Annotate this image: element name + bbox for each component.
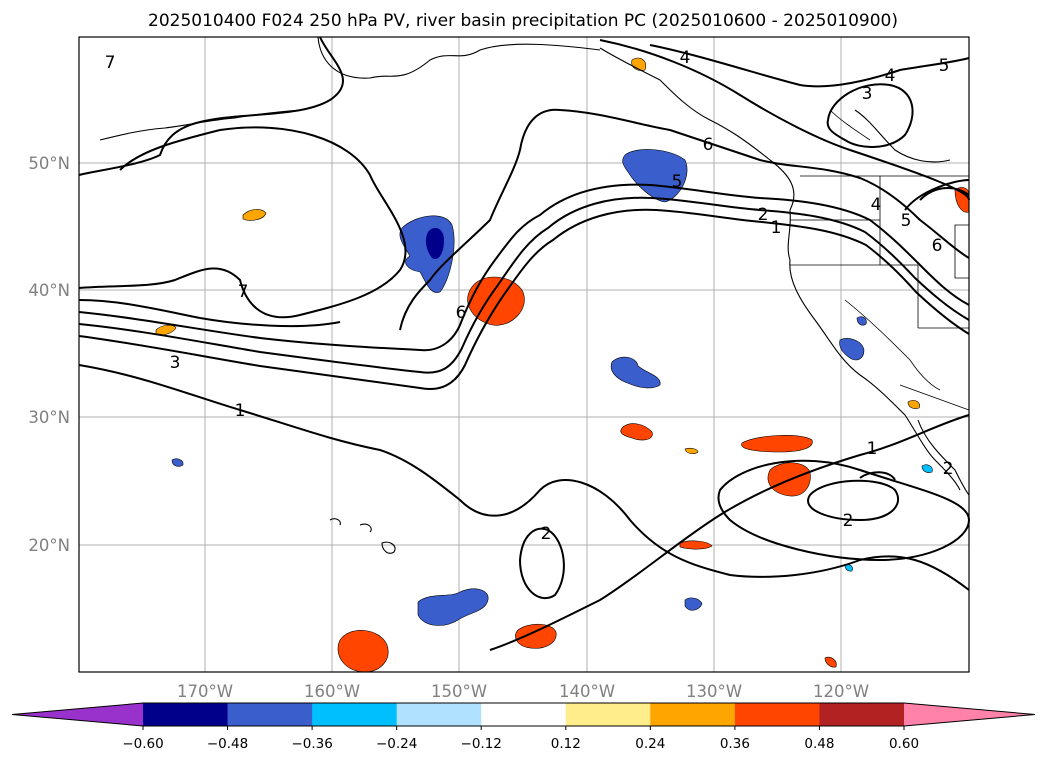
lon-label: 160°W [304,682,360,701]
colorbar-segment [312,703,398,726]
precipitation-pc-shading [155,57,970,673]
contour-label: 2 [758,205,769,225]
precip-positive-blob [337,630,389,673]
contour-labels: 7 4 4 5 3 6 5 2 1 4 5 6 7 6 3 1 2 1 2 2 [105,48,954,544]
colorbar: −0.60 −0.48 −0.36 −0.24 −0.12 0.12 0.24 0.36 0.4… [11,702,1036,752]
colorbar-tick-label: −0.36 [291,736,332,752]
lat-label: 40°N [28,281,70,300]
lon-label: 120°W [813,682,869,701]
precip-negative-blob [856,316,867,326]
lon-label: 130°W [686,682,742,701]
colorbar-tick-label: −0.60 [122,736,163,752]
contour-label: 6 [456,303,467,323]
contour-label: 1 [867,439,878,459]
contour-label: 2 [541,524,552,544]
colorbar-segment [227,703,313,726]
lon-label: 170°W [177,682,233,701]
contour-label: 3 [170,353,181,373]
lon-label: 140°W [559,682,615,701]
precip-positive-blob [515,623,557,649]
precip-negative-blob [417,588,489,626]
precip-negative-core [425,227,444,260]
precip-positive-blob [467,276,525,326]
colorbar-segment [143,703,229,726]
contour-label: 5 [939,56,950,76]
precip-positive-blob [741,435,813,453]
lat-label: 30°N [28,408,70,427]
colorbar-extend-min [12,703,143,726]
contour-label: 5 [901,211,912,231]
colorbar-tick-label: −0.48 [207,736,248,752]
colorbar-tick-label: 0.48 [804,736,834,752]
colorbar-segment [396,703,482,726]
map-background [79,37,969,672]
map-panel: 7 4 4 5 3 6 5 2 1 4 5 6 7 6 3 1 2 1 2 2 [78,36,971,673]
contour-label: 7 [238,282,249,302]
precip-negative-blob [622,149,688,203]
colorbar-tick-label: −0.12 [461,736,502,752]
colorbar-segment [819,703,905,726]
precip-negative-blob [684,597,703,611]
lat-labels: 50°N 40°N 30°N 20°N [28,154,70,555]
contour-label: 7 [105,53,116,73]
contour-label: 2 [943,459,954,479]
lon-label: 150°W [431,682,487,701]
lon-labels: 170°W 160°W 150°W 140°W 130°W 120°W [177,682,869,701]
colorbar-tick-label: 0.12 [551,736,581,752]
figure-title: 2025010400 F024 250 hPa PV, river basin … [148,11,898,31]
pv-contours [78,36,971,651]
precip-negative-blob [921,464,933,473]
colorbar-tick-label: −0.24 [376,736,417,752]
precip-positive-blob [679,540,713,550]
lat-label: 50°N [28,154,70,173]
precip-positive-blob [620,423,653,441]
contour-label: 3 [862,84,873,104]
contour-label: 6 [703,135,714,155]
precip-negative-blob [171,458,184,467]
precip-positive-blob [242,209,267,221]
contour-label: 2 [843,511,854,531]
contour-label: 4 [871,195,882,215]
colorbar-tick-label: 0.36 [720,736,750,752]
precip-negative-blob [610,356,661,389]
precip-positive-blob [824,656,837,668]
colorbar-segment [734,703,820,726]
colorbar-extend-max [904,703,1035,726]
colorbar-tick-label: 0.24 [635,736,665,752]
lat-label: 20°N [28,536,70,555]
colorbar-segment [481,703,567,726]
colorbar-tick-label: 0.60 [889,736,919,752]
contour-label: 1 [771,218,782,238]
colorbar-segment [565,703,651,726]
precip-positive-blob [684,447,699,454]
contour-label: 4 [680,48,691,68]
contour-label: 6 [932,236,943,256]
colorbar-segment [650,703,736,726]
precip-positive-blob [907,400,920,409]
contour-label: 5 [672,172,683,192]
precip-negative-blob [839,338,865,361]
contour-label: 4 [885,66,896,86]
contour-label: 1 [235,401,246,421]
map-frame [78,36,970,673]
